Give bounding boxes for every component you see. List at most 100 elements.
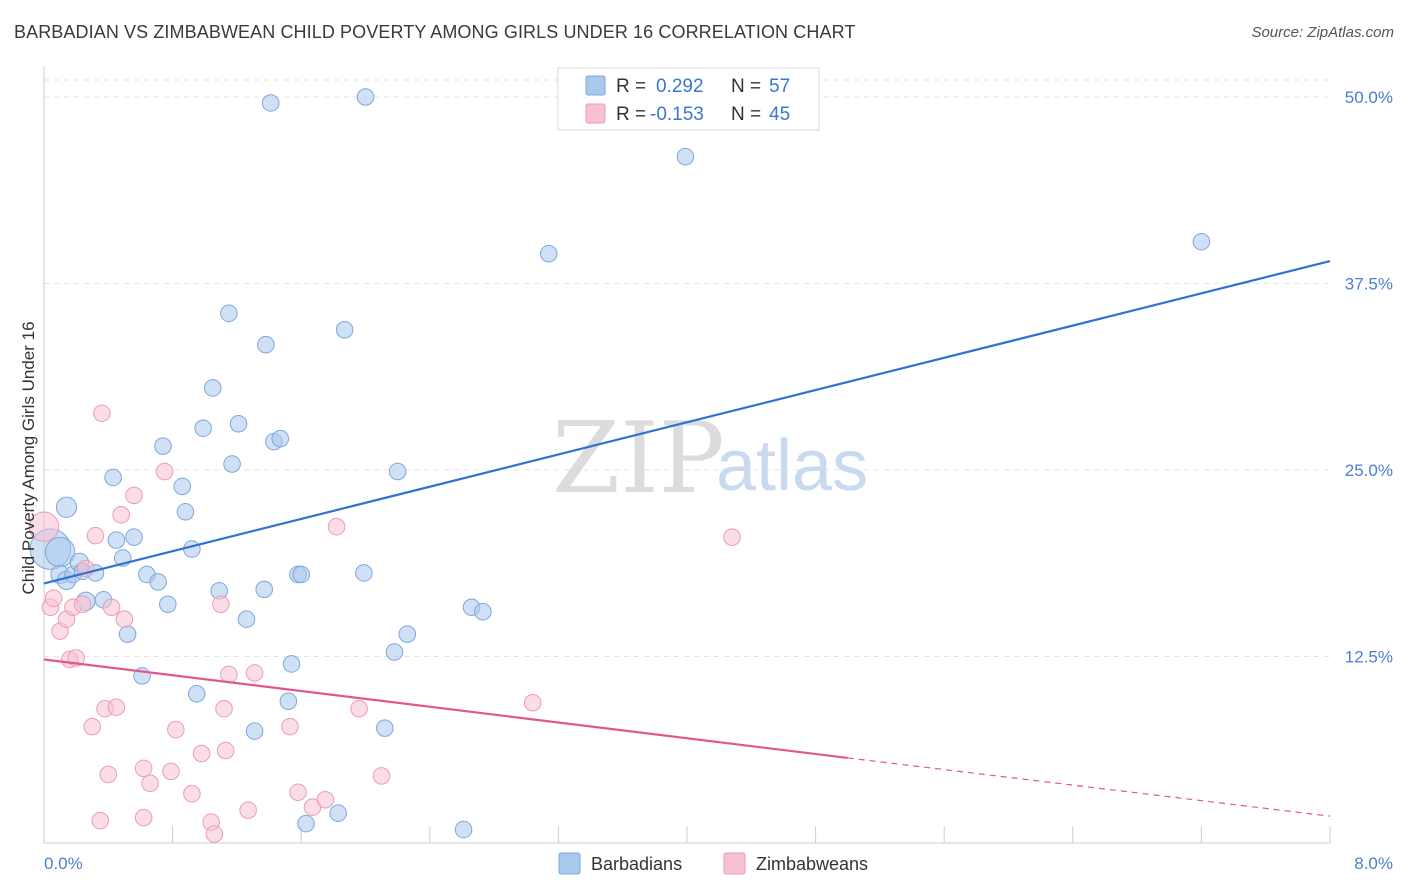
bottom-legend-label-zimbabweans: Zimbabweans xyxy=(756,854,868,874)
legend-swatch-zimbabweans xyxy=(585,103,606,124)
barbadian-point xyxy=(187,685,206,703)
watermark: ZIP atlas xyxy=(552,402,868,516)
barbadian-point xyxy=(292,565,310,584)
legend-r-label: R = xyxy=(616,104,646,125)
zimbabwean-point xyxy=(99,765,118,784)
barbadian-point xyxy=(149,573,167,591)
series-legend: Barbadians Zimbabweans xyxy=(558,852,868,875)
barbadian-point xyxy=(257,335,275,354)
zimbabwean-point xyxy=(281,717,299,736)
zimbabwean-point xyxy=(289,783,307,802)
zimbabwean-point xyxy=(523,693,542,712)
zimbabwean-point xyxy=(125,486,143,505)
barbadian-point xyxy=(676,147,695,166)
zimbabwean-point xyxy=(155,462,174,481)
y-tick-label: 37.5% xyxy=(1345,275,1393,294)
barbadian-point xyxy=(220,304,238,323)
barbadian-point xyxy=(356,88,375,106)
barbadian-point xyxy=(454,820,473,839)
x-tick-label-max: 8.0% xyxy=(1354,854,1393,873)
barbadian-point xyxy=(329,804,347,822)
bottom-legend-swatch-barbadians xyxy=(558,852,581,875)
legend-n-label: N = xyxy=(731,76,761,97)
zimbabwean-point xyxy=(162,762,180,781)
y-tick-label: 50.0% xyxy=(1345,88,1393,107)
bottom-legend-label-barbadians: Barbadians xyxy=(591,854,682,874)
chart-title: BARBADIAN VS ZIMBABWEAN CHILD POVERTY AM… xyxy=(14,22,856,42)
y-tick-label: 25.0% xyxy=(1345,461,1393,480)
barbadian-trend-line xyxy=(43,260,1331,585)
barbadian-point xyxy=(355,564,373,582)
y-axis-title: Child Poverty Among Girls Under 16 xyxy=(19,321,38,594)
barbadian-point xyxy=(385,643,404,661)
barbadian-point xyxy=(173,477,192,496)
zimbabwean-trend-line xyxy=(43,658,848,760)
zimbabwean-point xyxy=(183,784,201,803)
zimbabwean-trend-line-extension xyxy=(847,757,1331,817)
correlation-legend: R = 0.292 N = 57 R = -0.153 N = 45 xyxy=(557,67,820,131)
zimbabwean-point xyxy=(723,528,741,546)
legend-r-label: R = xyxy=(616,76,646,97)
y-tick-label: 12.5% xyxy=(1345,648,1393,667)
barbadian-point xyxy=(388,462,407,481)
barbadian-point xyxy=(158,595,177,614)
barbadian-point xyxy=(229,414,248,433)
barbadian-point xyxy=(279,692,298,711)
zimbabwean-point xyxy=(93,404,111,423)
legend-r-value-barbadians: 0.292 xyxy=(656,76,704,97)
barbadian-point xyxy=(271,429,290,448)
watermark-atlas: atlas xyxy=(716,426,868,506)
bottom-legend-swatch-zimbabweans xyxy=(723,852,746,875)
zimbabwean-point xyxy=(316,790,335,809)
tick-labels: 12.5% 25.0% 37.5% 50.0% 0.0% 8.0% xyxy=(44,88,1393,873)
zimbabwean-point xyxy=(350,699,368,718)
zimbabwean-point xyxy=(220,665,238,684)
zimbabwean-point xyxy=(102,598,121,617)
zimbabwean-point xyxy=(215,699,233,718)
zimbabwean-point xyxy=(134,759,153,778)
zimbabwean-point xyxy=(134,808,153,827)
data-points xyxy=(28,88,1211,843)
zimbabwean-point xyxy=(83,717,102,736)
barbadian-point xyxy=(1192,232,1211,251)
zimbabwean-point xyxy=(115,610,134,628)
x-tick-label-min: 0.0% xyxy=(44,854,83,873)
barbadian-point xyxy=(176,502,195,521)
gridlines xyxy=(44,79,1330,657)
barbadian-point xyxy=(376,719,394,737)
zimbabwean-point xyxy=(205,825,224,843)
barbadian-point xyxy=(255,580,274,599)
zimbabwean-point xyxy=(91,811,110,830)
zimbabwean-point xyxy=(245,664,264,682)
zimbabwean-point xyxy=(192,744,211,763)
zimbabwean-point xyxy=(372,767,391,785)
zimbabwean-point xyxy=(28,511,60,542)
barbadian-point xyxy=(474,602,492,621)
zimbabwean-point xyxy=(239,801,257,819)
zimbabwean-point xyxy=(73,595,92,614)
zimbabwean-point xyxy=(86,526,105,545)
barbadian-point xyxy=(237,610,256,628)
barbadian-point xyxy=(194,419,212,438)
barbadian-point xyxy=(398,625,417,643)
barbadian-point xyxy=(297,814,315,833)
zimbabwean-point xyxy=(167,720,185,739)
trend-lines xyxy=(43,260,1331,817)
barbadian-point xyxy=(183,540,201,558)
zimbabwean-point xyxy=(112,505,130,524)
zimbabwean-point xyxy=(327,517,346,536)
zimbabwean-point xyxy=(141,774,159,793)
legend-r-value-zimbabweans: -0.153 xyxy=(650,104,704,125)
barbadian-point xyxy=(282,655,301,673)
zimbabwean-point xyxy=(107,698,126,717)
legend-n-value-zimbabweans: 45 xyxy=(769,104,790,125)
barbadian-point xyxy=(118,625,137,643)
barbadian-point xyxy=(539,244,558,263)
legend-swatch-barbadians xyxy=(585,75,606,96)
source-credit: Source: ZipAtlas.com xyxy=(1251,24,1394,41)
barbadian-point xyxy=(261,94,280,112)
zimbabwean-point xyxy=(212,595,230,614)
legend-n-label: N = xyxy=(731,104,761,125)
barbadian-point xyxy=(125,528,143,546)
